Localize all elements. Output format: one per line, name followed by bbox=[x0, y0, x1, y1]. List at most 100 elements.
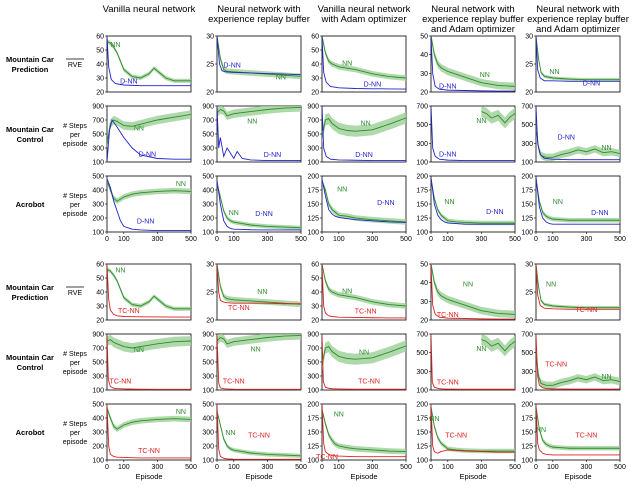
d-nn-line bbox=[536, 36, 620, 82]
y-tick-label: 100 bbox=[307, 458, 319, 465]
nn-label: NN bbox=[176, 181, 186, 188]
x-tick-label: 100 bbox=[442, 236, 454, 243]
tc-nn-label: TC-NN bbox=[118, 308, 140, 315]
x-tick-label: 300 bbox=[476, 236, 488, 243]
nn-confidence-band bbox=[481, 334, 515, 357]
x-tick-label: 0 bbox=[429, 464, 433, 471]
y-tick-label: 300 bbox=[202, 146, 214, 153]
tc-nn-label: TC-NN bbox=[437, 312, 459, 319]
nn-label: NN bbox=[359, 349, 369, 356]
y-tick-label: 700 bbox=[307, 118, 319, 125]
nn-label: NN bbox=[251, 347, 261, 354]
nn-confidence-band bbox=[322, 406, 406, 455]
y-tick-label: 150 bbox=[521, 202, 533, 209]
y-tick-label: 400 bbox=[92, 188, 104, 195]
y-tick-label: 40 bbox=[311, 62, 319, 69]
nn-label: NN bbox=[337, 187, 347, 194]
y-tick-label: 500 bbox=[521, 122, 533, 129]
y-tick-label: 100 bbox=[307, 160, 319, 167]
y-tick-label: 150 bbox=[416, 430, 428, 437]
x-tick-label: 500 bbox=[400, 464, 412, 471]
x-tick-label: 300 bbox=[581, 464, 593, 471]
y-tick-label: 200 bbox=[416, 174, 428, 181]
y-axis-label: episode bbox=[63, 211, 88, 218]
nn-label: NN bbox=[115, 267, 125, 274]
nn-line bbox=[322, 409, 406, 453]
x-tick-label: 100 bbox=[442, 464, 454, 471]
y-tick-label: 30 bbox=[206, 34, 214, 41]
nn-confidence-band bbox=[217, 334, 301, 348]
d-nn-label: D-NN bbox=[439, 83, 457, 90]
y-tick-label: 900 bbox=[202, 104, 214, 111]
y-tick-label: 30 bbox=[96, 304, 104, 311]
nn-line bbox=[481, 111, 515, 124]
y-tick-label: 100 bbox=[92, 230, 104, 237]
y-tick-label: 900 bbox=[92, 104, 104, 111]
y-tick-label: 50 bbox=[96, 276, 104, 283]
panel-frame bbox=[106, 175, 192, 233]
y-tick-label: 200 bbox=[92, 444, 104, 451]
x-tick-label: 300 bbox=[262, 464, 274, 471]
row-label: Mountain Car bbox=[6, 55, 54, 64]
d-nn-line bbox=[217, 180, 301, 231]
nn-confidence-band bbox=[107, 110, 191, 149]
nn-confidence-band bbox=[322, 112, 406, 144]
y-tick-label: 900 bbox=[307, 332, 319, 339]
x-tick-label: 500 bbox=[400, 236, 412, 243]
y-tick-label: 200 bbox=[202, 444, 214, 451]
nn-line bbox=[536, 352, 620, 386]
x-tick-label: 500 bbox=[509, 464, 521, 471]
nn-line bbox=[536, 406, 620, 449]
y-tick-label: 300 bbox=[202, 430, 214, 437]
nn-label: NN bbox=[480, 72, 490, 79]
y-tick-label: 500 bbox=[521, 350, 533, 357]
nn-label: NN bbox=[342, 288, 352, 295]
x-tick-label: 0 bbox=[215, 464, 219, 471]
y-tick-label: 60 bbox=[311, 262, 319, 269]
y-tick-label: 100 bbox=[307, 230, 319, 237]
d-nn-label: D-NN bbox=[223, 62, 241, 69]
x-tick-label: 0 bbox=[429, 236, 433, 243]
x-tick-label: 500 bbox=[509, 236, 521, 243]
nn-label: NN bbox=[225, 430, 235, 437]
nn-line bbox=[217, 334, 301, 345]
y-tick-label: 30 bbox=[525, 34, 533, 41]
nn-label: NN bbox=[444, 199, 454, 206]
nn-confidence-band bbox=[481, 106, 515, 129]
column-title: Neural network with bbox=[431, 4, 514, 15]
y-tick-label: 40 bbox=[420, 280, 428, 287]
column-title: with Adam optimizer bbox=[320, 14, 406, 25]
y-tick-label: 175 bbox=[416, 188, 428, 195]
x-tick-label: 0 bbox=[320, 464, 324, 471]
y-tick-label: 125 bbox=[521, 444, 533, 451]
nn-line bbox=[431, 406, 515, 452]
y-tick-label: 200 bbox=[92, 216, 104, 223]
y-axis-label: episode bbox=[63, 439, 88, 446]
y-axis-label: episode bbox=[63, 369, 88, 376]
d-nn-label: D-NN bbox=[139, 151, 157, 158]
d-nn-label: D-NN bbox=[439, 151, 457, 158]
x-tick-label: 100 bbox=[547, 236, 559, 243]
y-axis-label: RVE bbox=[68, 62, 83, 69]
x-tick-label: 100 bbox=[118, 236, 130, 243]
x-tick-label: 300 bbox=[152, 236, 164, 243]
nn-line bbox=[536, 36, 620, 81]
nn-label: NN bbox=[601, 374, 611, 381]
y-tick-label: 30 bbox=[420, 71, 428, 78]
x-tick-label: 500 bbox=[295, 464, 307, 471]
nn-confidence-band bbox=[322, 264, 406, 309]
tc-nn-label: TC-NN bbox=[355, 309, 377, 316]
y-tick-label: 700 bbox=[92, 346, 104, 353]
y-tick-label: 175 bbox=[521, 416, 533, 423]
y-tick-label: 30 bbox=[311, 76, 319, 83]
y-tick-label: 150 bbox=[307, 202, 319, 209]
y-tick-label: 200 bbox=[307, 402, 319, 409]
nn-line bbox=[322, 264, 406, 307]
nn-line bbox=[481, 339, 515, 352]
panel-frame bbox=[216, 35, 302, 93]
nn-label: NN bbox=[546, 281, 556, 288]
y-tick-label: 400 bbox=[202, 416, 214, 423]
nn-line bbox=[107, 339, 191, 349]
nn-line bbox=[431, 178, 515, 224]
nn-confidence-band bbox=[107, 267, 191, 311]
